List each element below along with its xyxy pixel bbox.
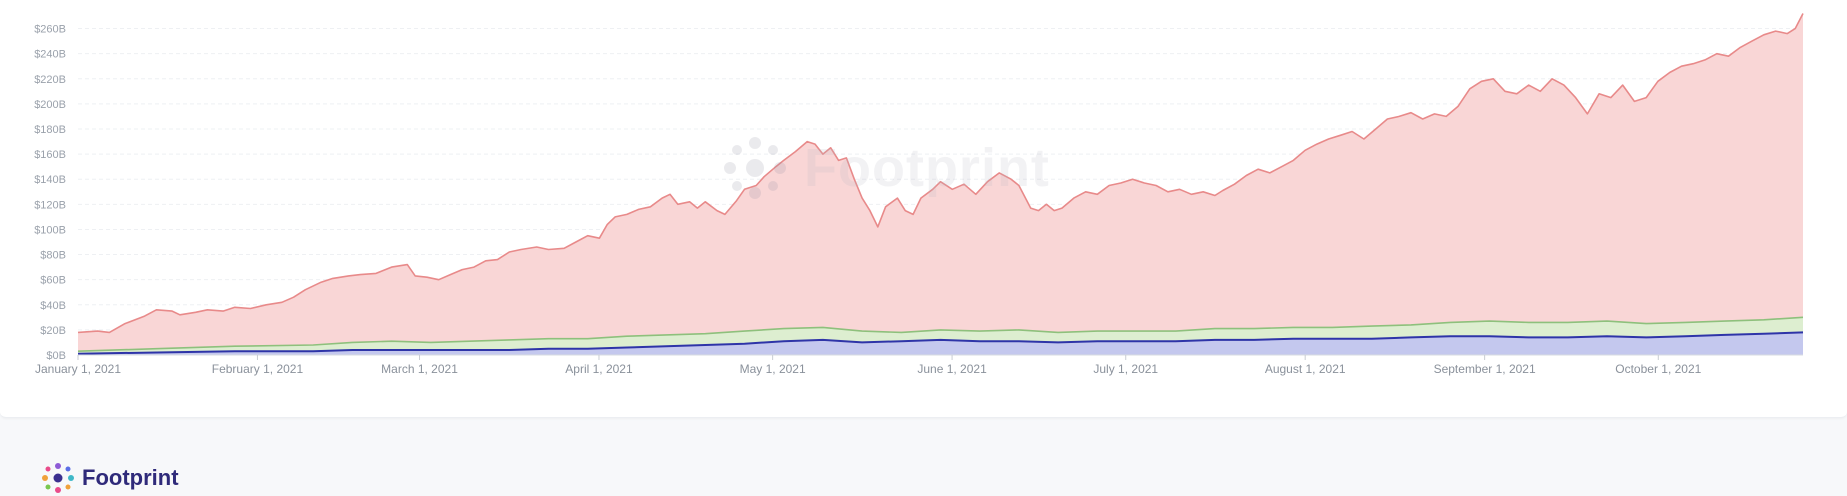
- y-tick-label: $140B: [34, 174, 66, 186]
- x-tick-label: July 1, 2021: [1093, 362, 1158, 376]
- x-tick-label: April 1, 2021: [565, 362, 633, 376]
- y-tick-label: $60B: [40, 275, 66, 287]
- x-tick-label: September 1, 2021: [1434, 362, 1536, 376]
- series-line-0: [77, 13, 1804, 334]
- area-chart: $0B $20B $40B $60B $80B $100B $120B $140B $160B $…: [34, 13, 1804, 376]
- y-axis: $0B $20B $40B $60B $80B $100B $120B $140B $160B $…: [34, 24, 66, 362]
- y-tick-label: $200B: [34, 99, 66, 111]
- chart-card: $0B $20B $40B $60B $80B $100B $120B $140B $160B $…: [0, 13, 1847, 418]
- x-tick-label: June 1, 2021: [917, 362, 987, 376]
- series-area-2: [78, 332, 1803, 355]
- series-line-2: [77, 331, 1804, 355]
- x-tick-label: May 1, 2021: [740, 362, 806, 376]
- x-tick-label: October 1, 2021: [1615, 362, 1701, 376]
- y-tick-label: $20B: [40, 325, 66, 337]
- x-tick-label: March 1, 2021: [381, 362, 458, 376]
- y-tick-label: $240B: [34, 49, 66, 61]
- footprint-logo-icon: [42, 463, 74, 493]
- y-tick-label: $120B: [34, 199, 66, 211]
- x-axis: January 1, 2021 February 1, 2021 March 1, …: [35, 354, 1803, 376]
- y-tick-label: $40B: [40, 300, 66, 312]
- brand-name: Footprint: [82, 465, 179, 490]
- y-tick-label: $160B: [34, 149, 66, 161]
- y-tick-label: $80B: [40, 250, 66, 262]
- series-areas: [77, 13, 1804, 355]
- x-tick-label: August 1, 2021: [1265, 362, 1346, 376]
- y-tick-label: $100B: [34, 224, 66, 236]
- series-area-0: [78, 13, 1803, 355]
- x-tick-label: January 1, 2021: [35, 362, 121, 376]
- y-tick-label: $0B: [46, 350, 66, 362]
- series-line-1: [77, 316, 1804, 352]
- x-tick-label: February 1, 2021: [212, 362, 304, 376]
- y-tick-label: $180B: [34, 124, 66, 136]
- y-tick-label: $220B: [34, 74, 66, 86]
- y-tick-label: $260B: [34, 24, 66, 36]
- footer-brand: Footprint: [38, 462, 179, 494]
